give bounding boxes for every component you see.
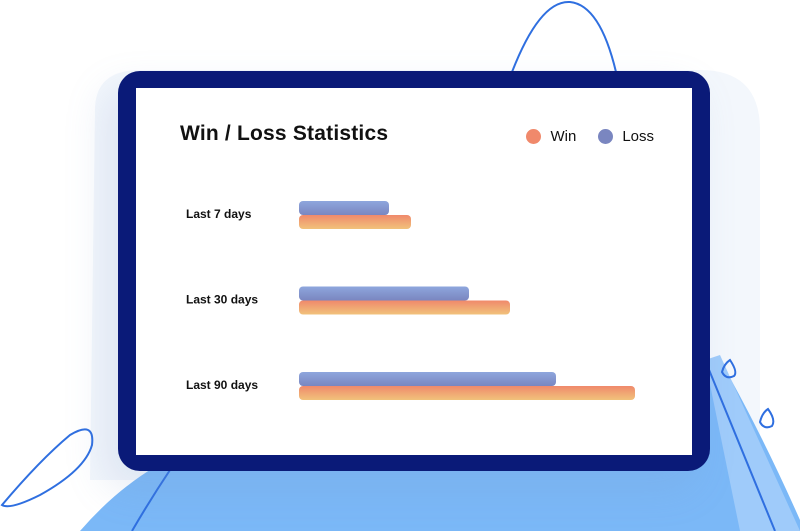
legend-label-loss: Loss	[622, 128, 654, 145]
legend-label-win: Win	[550, 128, 577, 145]
bar-loss	[299, 201, 389, 215]
outline-curve-top	[511, 0, 617, 73]
bar-loss	[299, 286, 469, 301]
backdrop-blue-right	[705, 355, 800, 531]
tablet-device: Win / Loss Statistics Win Loss	[118, 71, 710, 471]
chart-title: Win / Loss Statistics	[180, 122, 389, 145]
chart-legend: Win Loss	[526, 128, 654, 145]
droplet-1	[720, 358, 737, 379]
category-label: Last 90 days	[186, 378, 258, 392]
legend-item-loss: Loss	[598, 128, 654, 145]
droplet-2	[758, 407, 775, 429]
outline-line-right	[704, 359, 776, 531]
bar-win	[299, 300, 510, 315]
bar-chart-plot: Last 7 days Last 30 days Last 90 days	[186, 201, 635, 400]
chart-screen: Win / Loss Statistics Win Loss	[136, 88, 692, 455]
category-label: Last 30 days	[186, 293, 258, 307]
category-label: Last 7 days	[186, 207, 252, 221]
outline-curve-left	[0, 428, 94, 508]
bar-win	[299, 215, 411, 229]
legend-item-win: Win	[526, 128, 576, 145]
bar-loss	[299, 372, 556, 386]
legend-swatch-loss	[598, 129, 614, 144]
bar-win	[299, 386, 635, 400]
outline-line-left	[131, 469, 171, 531]
legend-swatch-win	[526, 129, 542, 144]
